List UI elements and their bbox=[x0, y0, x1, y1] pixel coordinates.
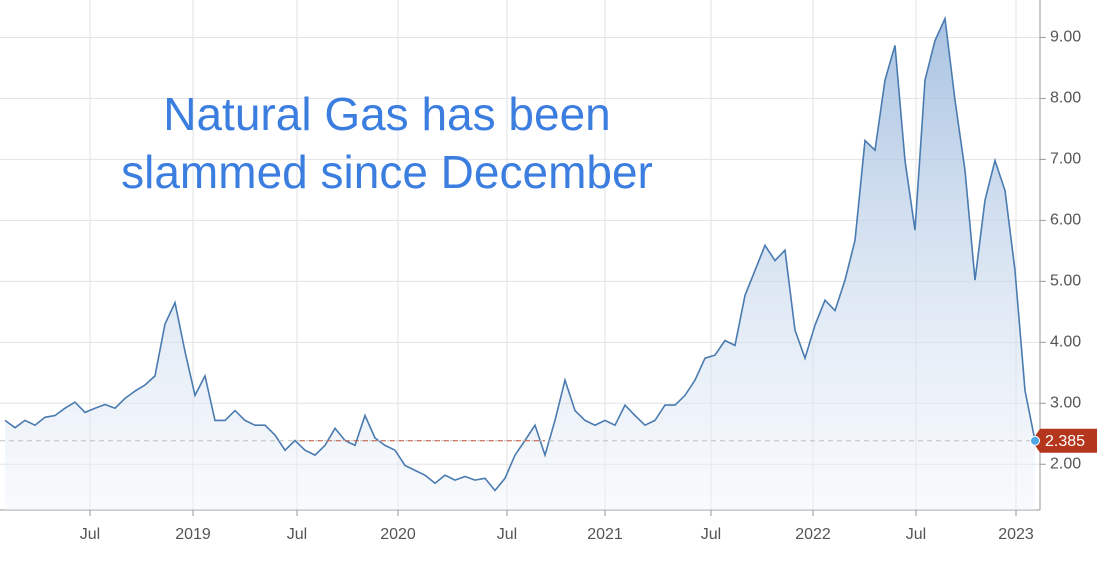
x-tick-label: Jul bbox=[287, 526, 307, 543]
y-tick-label: 7.00 bbox=[1050, 151, 1081, 168]
y-tick-label: 2.00 bbox=[1050, 455, 1081, 472]
y-tick-label: 9.00 bbox=[1050, 29, 1081, 46]
x-tick-label: 2019 bbox=[175, 526, 211, 543]
x-tick-label: 2022 bbox=[795, 526, 831, 543]
x-tick-label: Jul bbox=[701, 526, 721, 543]
y-tick-label: 4.00 bbox=[1050, 334, 1081, 351]
last-point bbox=[1030, 435, 1040, 446]
annotation: Natural Gas has been bbox=[163, 88, 611, 140]
y-tick-label: 8.00 bbox=[1050, 90, 1081, 107]
x-tick-label: Jul bbox=[906, 526, 926, 543]
area bbox=[5, 18, 1035, 510]
x-tick-label: Jul bbox=[80, 526, 100, 543]
x-tick-label: 2023 bbox=[998, 526, 1034, 543]
y-tick-label: 6.00 bbox=[1050, 212, 1081, 229]
x-tick-label: 2021 bbox=[587, 526, 623, 543]
annotation: slammed since December bbox=[121, 146, 653, 198]
x-tick-label: Jul bbox=[497, 526, 517, 543]
plot bbox=[0, 15, 1040, 510]
line bbox=[4, 15, 1036, 492]
value-badge bbox=[1032, 428, 1097, 453]
y-tick-label: 3.00 bbox=[1050, 395, 1081, 412]
value-label: 2.385 bbox=[1045, 433, 1085, 450]
y-tick-label: 5.00 bbox=[1050, 273, 1081, 290]
x-tick-label: 2020 bbox=[380, 526, 416, 543]
